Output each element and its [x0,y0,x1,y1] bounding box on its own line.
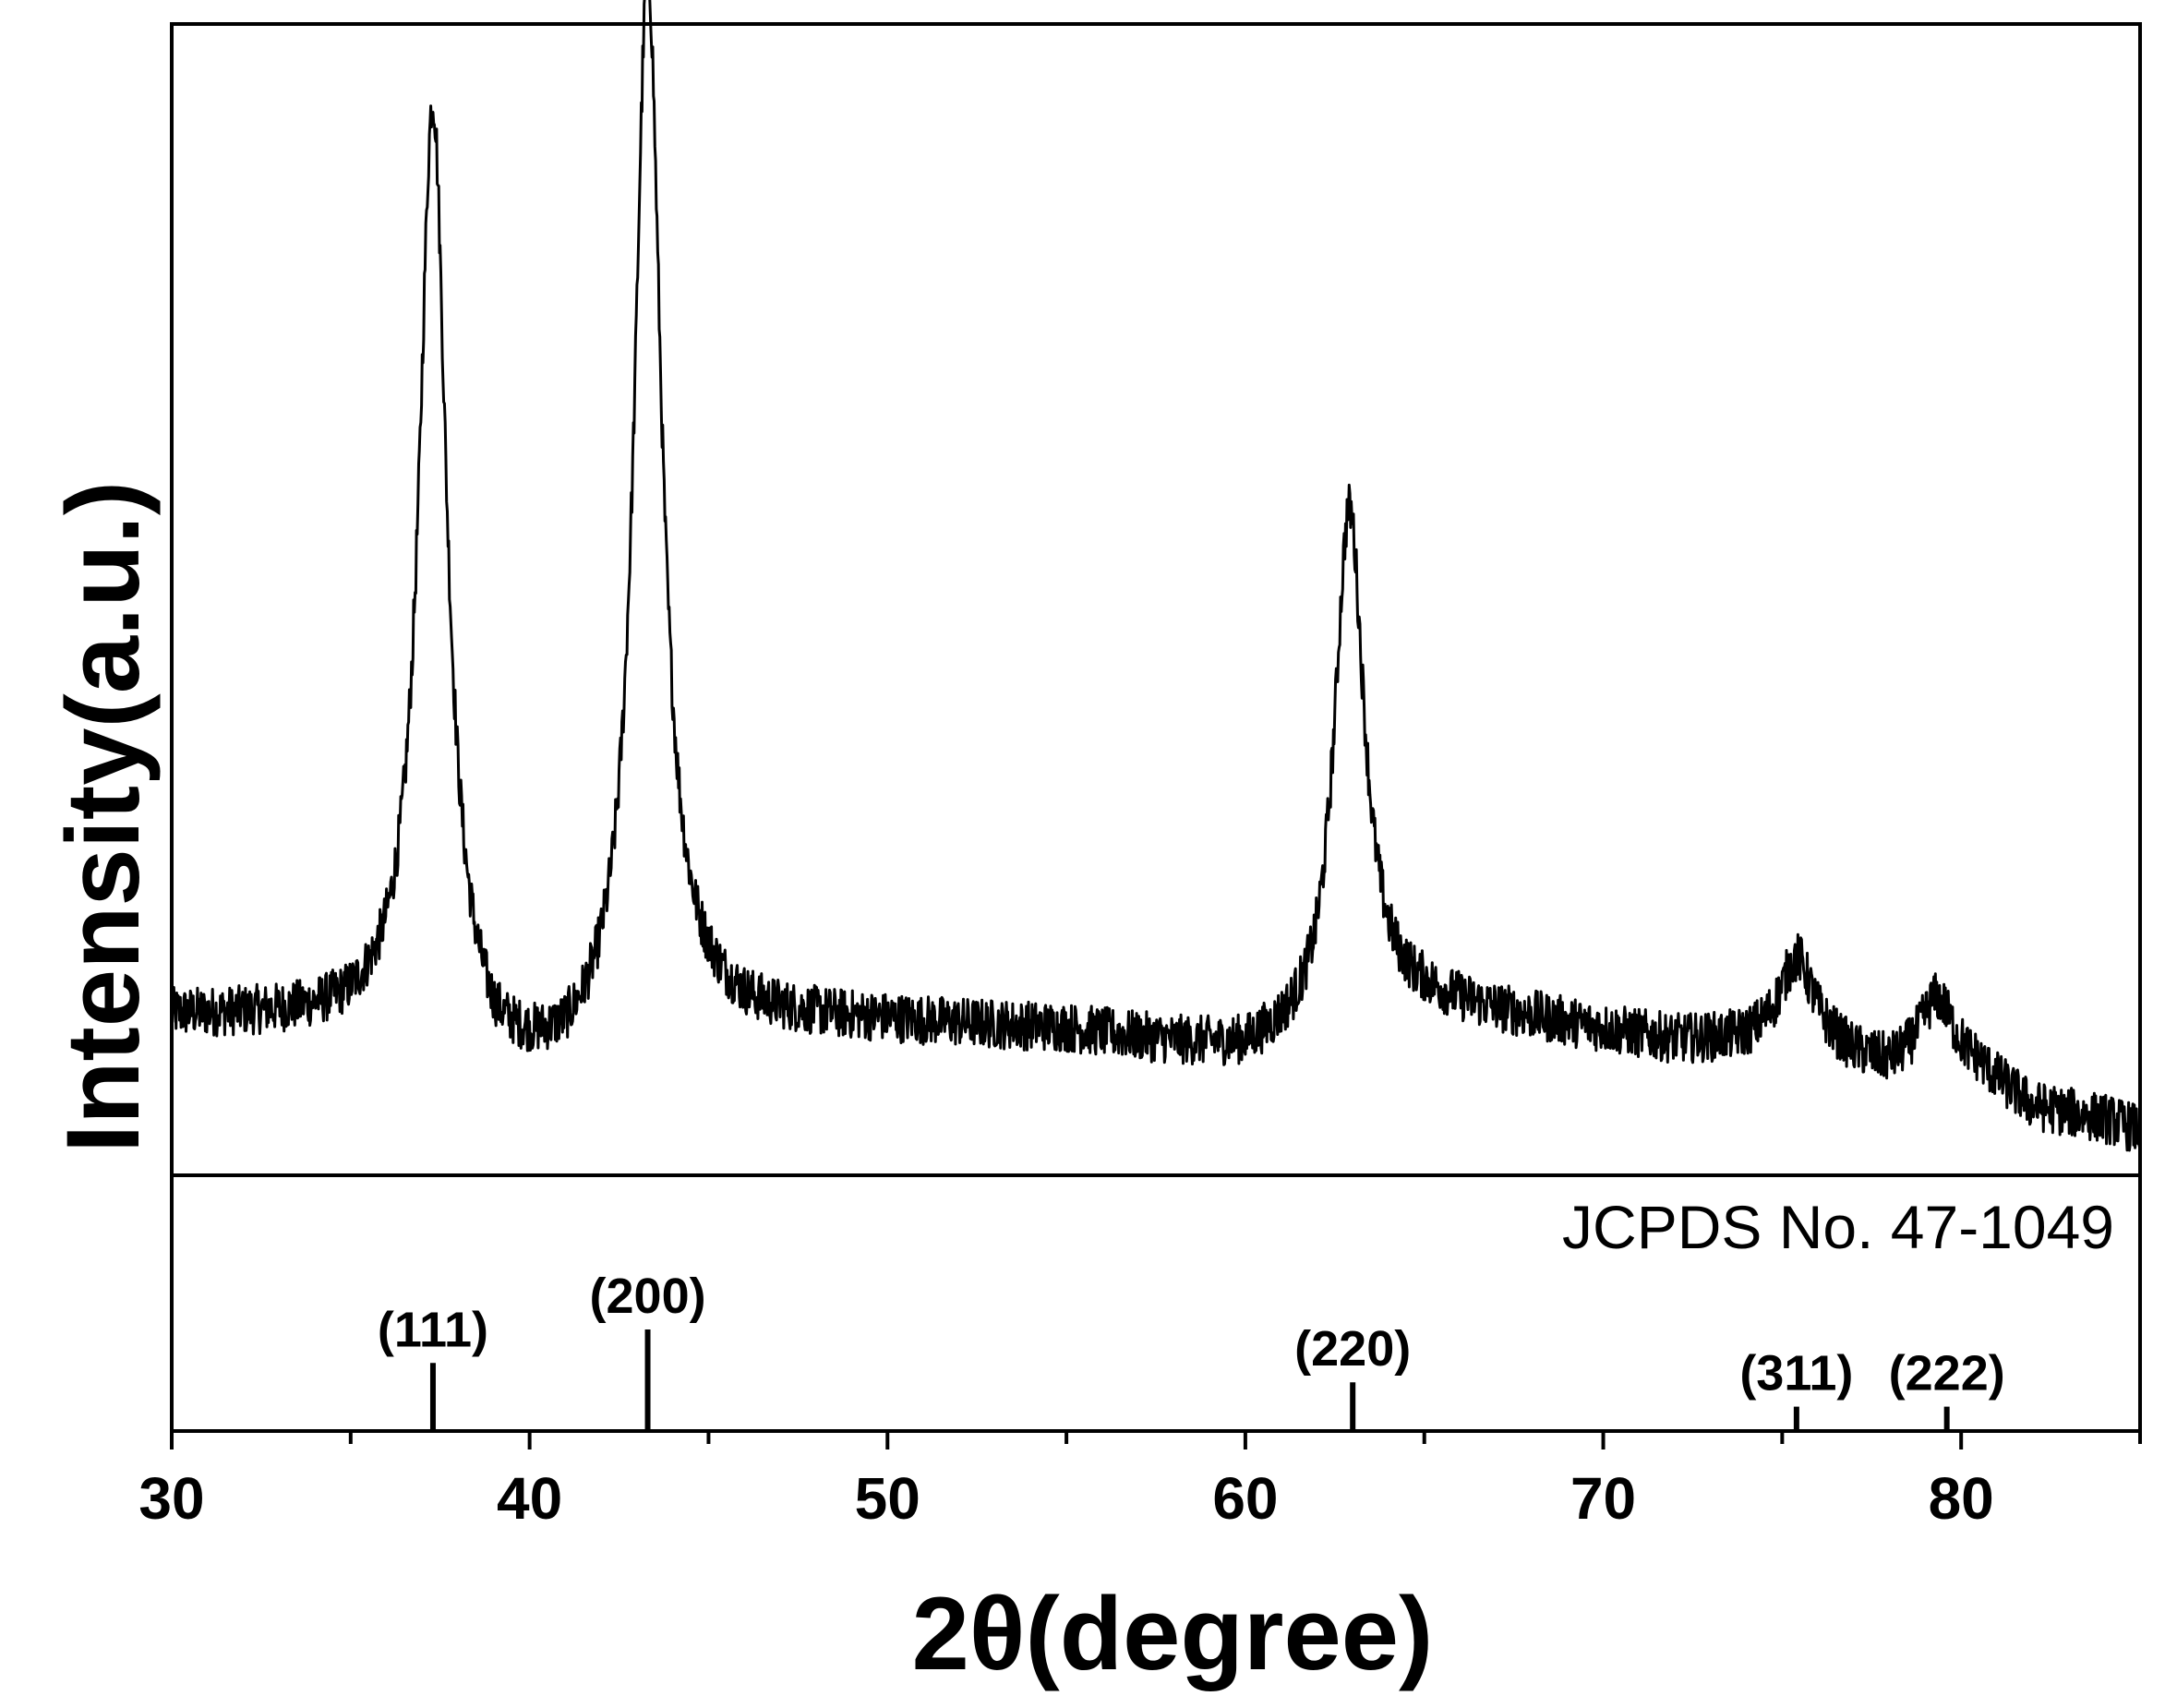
reference-peak-label: (200) [590,1269,706,1324]
xrd-pattern-panel [170,0,2142,1433]
reference-peak-label: (311) [1739,1346,1853,1401]
x-tick-label: 80 [1929,1465,1994,1532]
x-tick-label: 70 [1570,1465,1636,1532]
x-axis: 30 40 50 60 70 80 [138,1431,2142,1532]
x-tick-label: 60 [1212,1465,1278,1532]
x-tick-label: 30 [138,1465,204,1532]
reference-peak-label: (220) [1294,1321,1411,1377]
xrd-series-line [170,0,2142,1152]
plot-frame [170,22,2142,1433]
y-axis-label: Intensity(a.u.) [45,481,161,1153]
reference-peak-label: (111) [378,1302,488,1357]
x-axis-label: 2θ(degree) [912,1576,1434,1691]
reference-peak-label: (222) [1889,1346,2005,1401]
x-tick-label: 40 [497,1465,562,1532]
reference-pattern-panel: (111) (200) (220) (311) (222) [378,1269,2005,1431]
x-tick-label: 50 [855,1465,920,1532]
reference-title: JCPDS No. 47-1049 [1562,1193,2114,1261]
